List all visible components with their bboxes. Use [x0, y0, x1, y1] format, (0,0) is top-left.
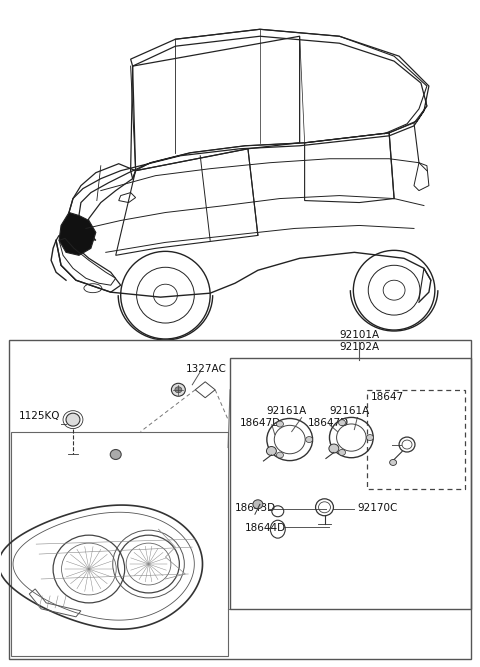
Text: 18647D: 18647D — [308, 418, 349, 428]
Ellipse shape — [171, 384, 185, 396]
Ellipse shape — [266, 446, 276, 456]
Ellipse shape — [66, 413, 80, 426]
Ellipse shape — [338, 420, 346, 426]
Ellipse shape — [329, 444, 339, 453]
Ellipse shape — [306, 437, 312, 442]
Text: 92161A: 92161A — [329, 406, 370, 416]
Text: 92161A: 92161A — [267, 406, 307, 416]
Ellipse shape — [366, 435, 373, 440]
Text: 92101A: 92101A — [339, 330, 380, 340]
Text: 92102A: 92102A — [339, 342, 380, 352]
Text: 92170C: 92170C — [357, 504, 398, 514]
Text: 18644D: 18644D — [245, 523, 286, 533]
Text: 18647D: 18647D — [240, 418, 281, 428]
Ellipse shape — [110, 450, 121, 460]
Text: 18643D: 18643D — [235, 504, 276, 514]
Text: 1125KQ: 1125KQ — [19, 411, 61, 421]
Text: 1327AC: 1327AC — [185, 364, 226, 374]
Ellipse shape — [390, 460, 396, 466]
Text: 18647: 18647 — [371, 392, 404, 402]
Ellipse shape — [175, 387, 182, 393]
Ellipse shape — [338, 450, 346, 456]
Ellipse shape — [276, 421, 284, 427]
Ellipse shape — [253, 500, 263, 509]
Polygon shape — [59, 213, 96, 255]
Ellipse shape — [276, 452, 284, 458]
